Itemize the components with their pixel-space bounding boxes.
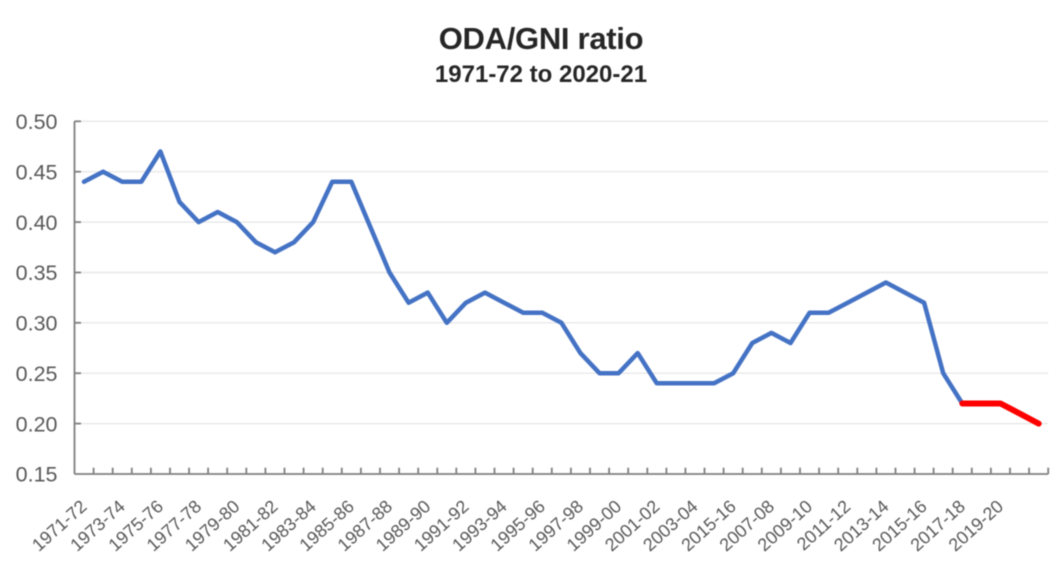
svg-text:0.40: 0.40 <box>16 211 58 235</box>
svg-text:0.45: 0.45 <box>16 160 58 184</box>
svg-text:0.35: 0.35 <box>16 261 58 285</box>
svg-text:0.25: 0.25 <box>16 362 58 386</box>
svg-text:0.15: 0.15 <box>16 463 58 487</box>
svg-text:0.50: 0.50 <box>16 110 58 134</box>
svg-text:0.30: 0.30 <box>16 312 58 336</box>
svg-text:0.20: 0.20 <box>16 412 58 436</box>
